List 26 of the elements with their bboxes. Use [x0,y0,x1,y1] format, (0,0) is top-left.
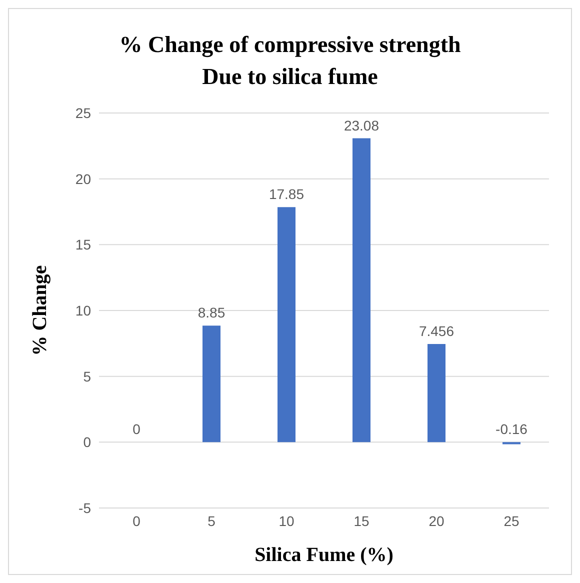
y-tick-label: -5 [78,500,92,516]
data-label: 7.456 [418,322,454,339]
y-axis-title: % Change [29,265,52,356]
data-label: 8.85 [198,304,226,321]
x-tick-label: 5 [208,512,216,529]
bar [202,326,220,442]
x-tick-label: 10 [278,512,294,529]
bar [428,344,446,442]
bar [352,138,370,442]
bar [278,207,296,442]
y-tick-label: 20 [75,170,92,187]
x-tick-label: 0 [132,512,141,529]
x-tick-label: 25 [504,512,520,529]
x-axis-title: Silica Fume (%) [254,544,394,566]
y-tick-label: 25 [75,104,92,121]
x-tick-label: 15 [354,512,370,529]
data-label: 17.85 [268,186,304,202]
data-label: 23.08 [344,117,380,134]
y-tick-label: 5 [83,368,92,384]
y-tick-label: 10 [75,302,92,318]
chart-title: % Change of compressive strength Due to silica fume [118,31,462,91]
data-label: 0 [132,421,141,438]
y-tick-label: 15 [75,236,92,253]
x-tick-label: 20 [428,512,444,529]
data-label: -0.16 [496,421,528,438]
y-tick-label: 0 [83,434,92,450]
